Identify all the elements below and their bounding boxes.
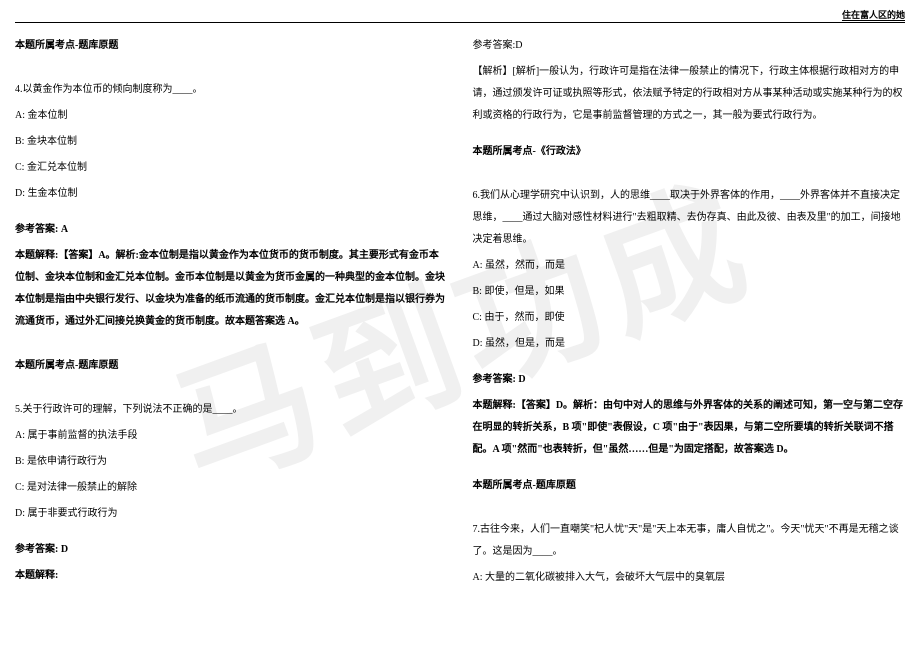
explanation-text: 【解析】[解析]一般认为，行政许可是指在法律一般禁止的情况下，行政主体根据行政相… (473, 61, 906, 127)
question-text: 6.我们从心理学研究中认识到，人的思维____取决于外界客体的作用，____外界… (473, 185, 906, 251)
option-a: A: 金本位制 (15, 105, 448, 127)
option-b: B: 金块本位制 (15, 131, 448, 153)
option-d: D: 属于非要式行政行为 (15, 503, 448, 525)
option-a: A: 大量的二氧化碳被排入大气，会破坏大气层中的臭氧层 (473, 567, 906, 589)
option-c: C: 由于，然而，即使 (473, 307, 906, 329)
header-divider (15, 22, 905, 23)
option-b: B: 即使，但是，如果 (473, 281, 906, 303)
answer-label: 参考答案: D (473, 369, 906, 391)
option-c: C: 是对法律一般禁止的解除 (15, 477, 448, 499)
answer-label: 参考答案: D (15, 539, 448, 561)
option-c: C: 金汇兑本位制 (15, 157, 448, 179)
question-text: 5.关于行政许可的理解，下列说法不正确的是____。 (15, 399, 448, 421)
header-right-text: 住在富人区的她 (842, 8, 905, 21)
explanation-text: 本题解释:【答案】D。解析：由句中对人的思维与外界客体的关系的阐述可知，第一空与… (473, 395, 906, 461)
question-text: 7.古往今来，人们一直嘲笑"杞人忧"天"是"天上本无事，庸人自忧之"。今天"忧天… (473, 519, 906, 563)
explanation-label: 本题解释: (15, 565, 448, 587)
answer-label: 参考答案:D (473, 35, 906, 57)
option-d: D: 虽然，但是，而是 (473, 333, 906, 355)
right-column: 参考答案:D 【解析】[解析]一般认为，行政许可是指在法律一般禁止的情况下，行政… (473, 35, 906, 651)
answer-label: 参考答案: A (15, 219, 448, 241)
content-area: 本题所属考点-题库原题 4.以黄金作为本位币的倾向制度称为____。 A: 金本… (15, 35, 905, 651)
option-a: A: 属于事前监督的执法手段 (15, 425, 448, 447)
topic-source: 本题所属考点-《行政法》 (473, 141, 906, 163)
explanation-text: 本题解释:【答案】A。解析:金本位制是指以黄金作为本位货币的货币制度。其主要形式… (15, 245, 448, 333)
option-a: A: 虽然，然而，而是 (473, 255, 906, 277)
option-b: B: 是依申请行政行为 (15, 451, 448, 473)
left-column: 本题所属考点-题库原题 4.以黄金作为本位币的倾向制度称为____。 A: 金本… (15, 35, 448, 651)
topic-source: 本题所属考点-题库原题 (15, 35, 448, 57)
topic-source: 本题所属考点-题库原题 (473, 475, 906, 497)
question-text: 4.以黄金作为本位币的倾向制度称为____。 (15, 79, 448, 101)
topic-source: 本题所属考点-题库原题 (15, 355, 448, 377)
option-d: D: 生金本位制 (15, 183, 448, 205)
